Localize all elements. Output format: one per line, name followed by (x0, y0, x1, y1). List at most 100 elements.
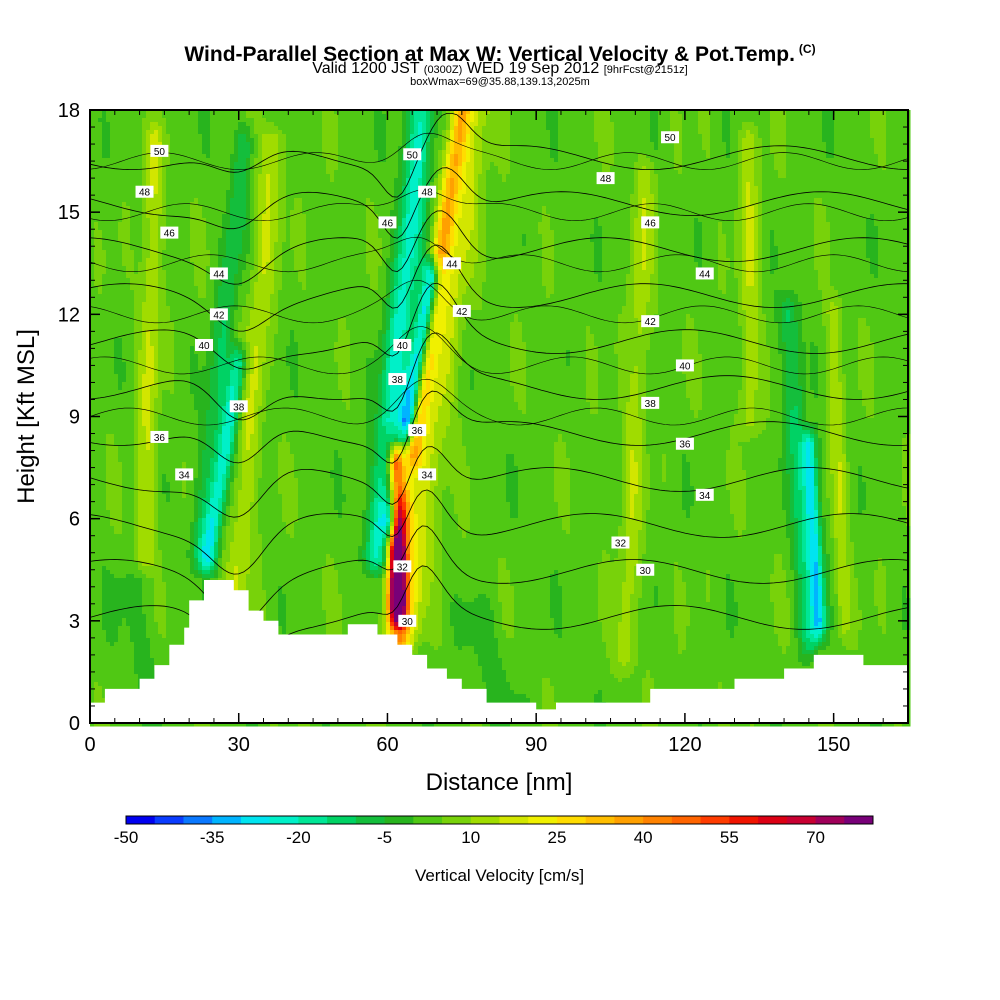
velocity-cell (102, 298, 107, 303)
velocity-cell (130, 174, 135, 179)
velocity-cell (90, 562, 95, 567)
velocity-cell (210, 306, 215, 311)
velocity-cell (146, 542, 151, 547)
velocity-cell (166, 574, 171, 579)
velocity-cell (118, 246, 123, 251)
velocity-cell (186, 150, 191, 155)
velocity-cell (162, 162, 167, 167)
velocity-cell (142, 486, 147, 491)
velocity-cell (110, 418, 115, 423)
velocity-cell (158, 598, 163, 603)
velocity-cell (206, 126, 211, 131)
velocity-cell (110, 190, 115, 195)
velocity-cell (126, 546, 131, 551)
velocity-cell (198, 722, 203, 727)
velocity-cell (126, 418, 131, 423)
velocity-cell (94, 542, 99, 547)
velocity-cell (134, 654, 139, 659)
velocity-cell (214, 402, 219, 407)
velocity-cell (174, 186, 179, 191)
velocity-cell (218, 206, 223, 211)
velocity-cell (110, 338, 115, 343)
velocity-cell (102, 690, 107, 695)
velocity-cell (114, 418, 119, 423)
velocity-cell (154, 254, 159, 259)
velocity-cell (186, 446, 191, 451)
velocity-cell (146, 134, 151, 139)
velocity-cell (162, 630, 167, 635)
velocity-cell (130, 394, 135, 399)
velocity-cell (106, 122, 111, 127)
velocity-cell (102, 546, 107, 551)
velocity-cell (126, 530, 131, 535)
velocity-cell (206, 558, 211, 563)
velocity-cell (126, 338, 131, 343)
velocity-cell (118, 486, 123, 491)
velocity-cell (126, 462, 131, 467)
velocity-cell (186, 406, 191, 411)
velocity-cell (118, 198, 123, 203)
velocity-cell (154, 322, 159, 327)
velocity-cell (198, 170, 203, 175)
velocity-cell (142, 254, 147, 259)
velocity-cell (154, 334, 159, 339)
velocity-cell (154, 218, 159, 223)
velocity-cell (218, 322, 223, 327)
velocity-cell (114, 510, 119, 515)
velocity-cell (174, 358, 179, 363)
velocity-cell (154, 642, 159, 647)
velocity-cell (146, 458, 151, 463)
velocity-cell (102, 458, 107, 463)
velocity-cell (118, 150, 123, 155)
velocity-cell (214, 246, 219, 251)
velocity-cell (186, 322, 191, 327)
velocity-cell (214, 182, 219, 187)
velocity-cell (178, 582, 183, 587)
velocity-cell (154, 194, 159, 199)
velocity-cell (98, 502, 103, 507)
velocity-cell (198, 542, 203, 547)
velocity-cell (146, 670, 151, 675)
velocity-cell (126, 150, 131, 155)
velocity-cell (90, 250, 95, 255)
velocity-cell (90, 426, 95, 431)
velocity-cell (186, 382, 191, 387)
velocity-cell (98, 286, 103, 291)
velocity-cell (186, 246, 191, 251)
velocity-cell (214, 502, 219, 507)
velocity-cell (186, 338, 191, 343)
velocity-cell (186, 414, 191, 419)
velocity-cell (98, 354, 103, 359)
velocity-cell (194, 526, 199, 531)
velocity-cell (114, 334, 119, 339)
velocity-cell (158, 238, 163, 243)
velocity-cell (162, 510, 167, 515)
velocity-cell (130, 510, 135, 515)
velocity-cell (126, 254, 131, 259)
velocity-cell (154, 506, 159, 511)
velocity-cell (138, 550, 143, 555)
velocity-cell (186, 226, 191, 231)
velocity-cell (166, 158, 171, 163)
velocity-cell (206, 150, 211, 155)
velocity-cell (106, 274, 111, 279)
velocity-cell (170, 330, 175, 335)
velocity-cell (90, 474, 95, 479)
velocity-cell (162, 242, 167, 247)
velocity-cell (114, 530, 119, 535)
velocity-cell (210, 370, 215, 375)
velocity-cell (134, 130, 139, 135)
velocity-cell (110, 234, 115, 239)
velocity-cell (154, 198, 159, 203)
velocity-cell (198, 138, 203, 143)
velocity-cell (122, 546, 127, 551)
velocity-cell (98, 118, 103, 123)
velocity-cell (158, 534, 163, 539)
velocity-cell (110, 618, 115, 623)
velocity-cell (194, 274, 199, 279)
velocity-cell (118, 154, 123, 159)
velocity-cell (118, 578, 123, 583)
velocity-cell (178, 270, 183, 275)
velocity-cell (206, 114, 211, 119)
velocity-cell (158, 226, 163, 231)
